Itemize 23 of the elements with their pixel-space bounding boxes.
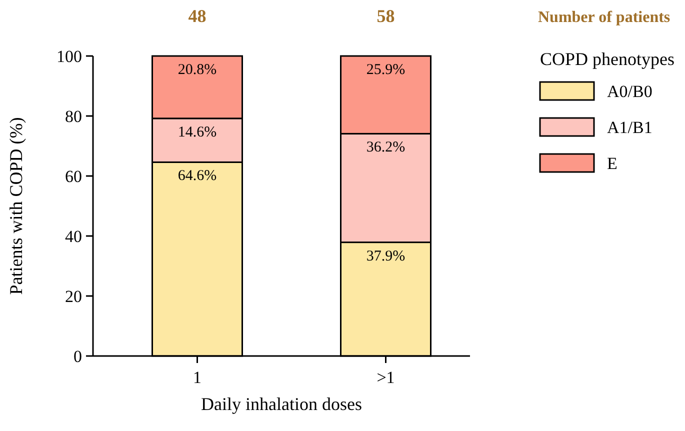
legend-title: COPD phenotypes (540, 49, 674, 69)
data-label: 37.9% (366, 248, 406, 264)
y-tick-label: 60 (65, 166, 82, 186)
text: Number of patients (538, 9, 670, 26)
legend-label: A0/B0 (607, 82, 652, 101)
y-axis-title: Patients with COPD (%) (6, 117, 26, 295)
y-tick-label: 20 (65, 286, 82, 306)
data-label: 36.2% (366, 140, 406, 156)
data-label: 25.9% (366, 62, 406, 78)
data-label: 14.6% (178, 124, 217, 140)
text: 58 (376, 6, 395, 26)
y-tick-label: 0 (74, 346, 82, 366)
data-label: 20.8% (178, 62, 217, 78)
data-label: 64.6% (178, 168, 217, 184)
y-tick-label: 100 (56, 46, 82, 66)
x-tick-label: 1 (193, 368, 202, 387)
y-tick-label: 80 (65, 106, 82, 126)
legend-label: E (607, 154, 618, 173)
x-axis-title: Daily inhalation doses (201, 394, 362, 414)
x-tick-label: >1 (376, 368, 395, 387)
text: 48 (188, 6, 206, 26)
legend-label: A1/B1 (607, 118, 652, 137)
y-tick-label: 40 (65, 226, 82, 246)
